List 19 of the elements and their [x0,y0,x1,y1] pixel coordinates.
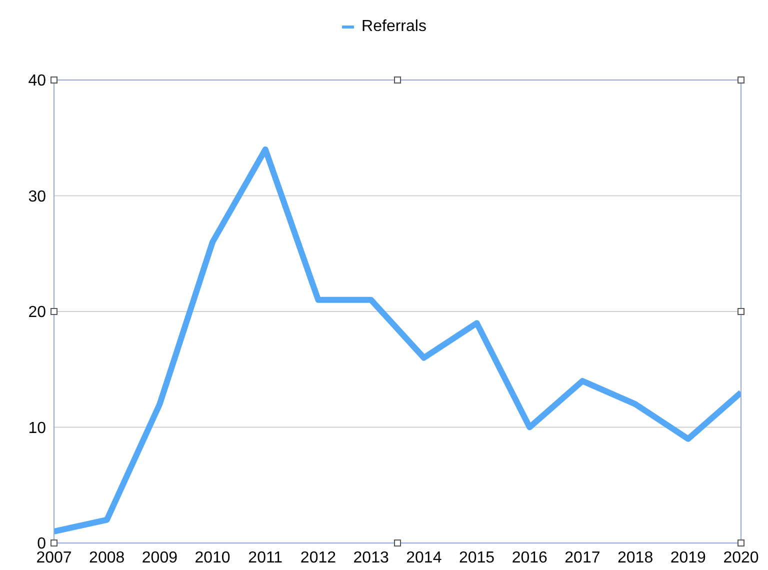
y-tick-label: 30 [28,188,46,206]
x-tick-label: 2020 [723,549,759,566]
x-tick-label: 2008 [89,549,125,566]
x-tick-label: 2009 [142,549,178,566]
x-tick-label: 2015 [458,549,495,566]
x-tick-label: 2007 [36,549,72,566]
x-tick-label: 2018 [618,549,654,566]
x-tick-label: 2019 [670,549,706,566]
x-tick-label: 2010 [194,549,230,566]
y-tick-label: 20 [28,304,46,322]
x-tick-label: 2017 [564,549,600,566]
y-tick-label: 40 [28,72,46,90]
x-tick-label: 2016 [512,549,548,566]
x-tick-label: 2011 [248,549,283,566]
legend-label: Referrals [360,18,426,36]
x-tick-label: 2013 [353,549,389,566]
x-tick-label: 2012 [300,549,336,566]
x-tick-label: 2014 [406,549,442,566]
y-tick-label: 10 [28,420,46,437]
